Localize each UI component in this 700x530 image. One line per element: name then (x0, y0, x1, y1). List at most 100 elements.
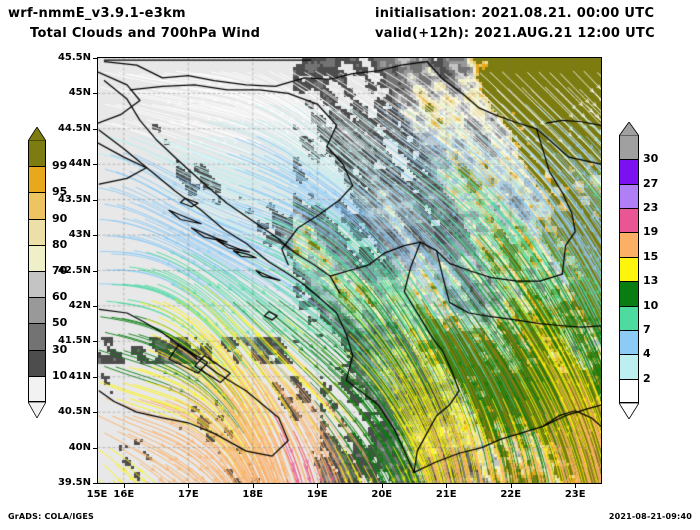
latitude-tick-label: 41N (68, 370, 91, 382)
cloud-cover-swatch (28, 192, 46, 220)
latitude-tick-label: 44.5N (57, 122, 91, 134)
wind-speed-divider (619, 256, 639, 258)
weather-map-canvas[interactable] (98, 58, 601, 483)
latitude-tick-label: 44N (68, 158, 91, 170)
wind-speed-tick-label: 10 (643, 298, 659, 312)
longitude-tick-label: 15E (86, 489, 108, 500)
latitude-tick-mark (93, 448, 98, 449)
wind-speed-tick-label: 7 (643, 322, 651, 336)
latitude-tick-mark (93, 412, 98, 413)
valid-time-label: valid(+12h): 2021.AUG.21 12:00 UTC (375, 26, 655, 41)
wind-speed-swatch (619, 354, 639, 380)
cloud-cover-tick-label: 80 (52, 237, 68, 251)
latitude-tick-label: 40.5N (57, 406, 91, 418)
wind-speed-divider (619, 329, 639, 331)
cloud-cover-tick-label: 99 (52, 159, 68, 173)
cloud-cover-divider (28, 323, 46, 325)
longitude-tick-label: 16E (113, 489, 135, 500)
wind-speed-divider (619, 208, 639, 210)
wind-speed-divider (619, 281, 639, 283)
wind-speed-swatch (619, 135, 639, 160)
longitude-tick-mark (382, 483, 383, 488)
wind-speed-divider (619, 183, 639, 185)
cloud-cover-divider (28, 166, 46, 168)
wind-speed-bottom-cap (618, 402, 640, 420)
wind-speed-divider (619, 159, 639, 161)
cloud-cover-colorbar[interactable]: 99 95 90 80 70 60 50 30 10 (27, 126, 67, 419)
latitude-tick-mark (93, 164, 98, 165)
map-plot-area[interactable] (97, 57, 602, 484)
latitude-tick-label: 43.5N (57, 193, 91, 205)
wind-speed-swatch (619, 329, 639, 355)
wind-speed-divider (619, 354, 639, 356)
latitude-tick-label: 42.5N (57, 264, 91, 276)
longitude-tick-mark (511, 483, 512, 488)
chart-header: wrf-nmmE_v3.9.1-e3km Total Clouds and 70… (0, 0, 700, 50)
latitude-tick-mark (93, 271, 98, 272)
wind-speed-swatch (619, 256, 639, 282)
model-name-label: wrf-nmmE_v3.9.1-e3km (8, 6, 186, 21)
longitude-tick-mark (124, 483, 125, 488)
latitude-tick-mark (93, 235, 98, 236)
cloud-cover-tick-label: 50 (52, 316, 68, 330)
latitude-tick-label: 40N (68, 441, 91, 453)
longitude-tick-mark (253, 483, 254, 488)
latitude-tick-mark (93, 58, 98, 59)
wind-speed-tick-label: 2 (643, 371, 651, 385)
cloud-cover-swatch (28, 271, 46, 298)
wind-speed-swatch (619, 232, 639, 258)
longitude-tick-mark (317, 483, 318, 488)
longitude-tick-label: 19E (306, 489, 328, 500)
longitude-tick-label: 23E (564, 489, 586, 500)
cloud-cover-divider (28, 297, 46, 299)
cloud-cover-divider (28, 218, 46, 220)
wind-speed-tick-label: 13 (643, 274, 659, 288)
longitude-tick-label: 21E (435, 489, 457, 500)
cloud-cover-divider (28, 349, 46, 351)
latitude-tick-label: 39.5N (57, 477, 91, 488)
wind-speed-divider (619, 378, 639, 380)
latitude-tick-mark (93, 306, 98, 307)
cloud-cover-tick-label: 10 (52, 368, 68, 382)
longitude-tick-label: 18E (242, 489, 264, 500)
wind-speed-swatch (619, 183, 639, 209)
latitude-tick-mark (93, 341, 98, 342)
wind-speed-swatch (619, 305, 639, 331)
cloud-cover-swatch (28, 297, 46, 324)
field-name-label: Total Clouds and 700hPa Wind (30, 26, 261, 41)
wind-speed-tick-label: 19 (643, 225, 659, 239)
cloud-cover-divider (28, 244, 46, 246)
wind-speed-swatch (619, 159, 639, 185)
latitude-tick-label: 45.5N (57, 52, 91, 63)
cloud-cover-divider (28, 192, 46, 194)
render-timestamp: 2021-08-21-09:40 (608, 512, 692, 521)
cloud-cover-swatch (28, 166, 46, 193)
wind-speed-colorbar[interactable]: 30 27 23 19 15 13 10 7 4 2 (618, 121, 658, 420)
latitude-tick-label: 43N (68, 229, 91, 241)
cloud-cover-tick-label: 90 (52, 211, 68, 225)
latitude-tick-mark (93, 93, 98, 94)
latitude-tick-mark (93, 483, 98, 484)
longitude-tick-mark (575, 483, 576, 488)
cloud-cover-swatch (28, 349, 46, 377)
wind-speed-swatch (619, 281, 639, 307)
wind-speed-tick-label: 27 (643, 176, 659, 190)
wind-speed-top-cap (618, 121, 640, 137)
cloud-cover-swatch (28, 244, 46, 272)
latitude-tick-label: 42N (68, 299, 91, 311)
grads-credit-label: GrADS: COLA/IGES (8, 512, 94, 521)
cloud-cover-bottom-cap (27, 401, 47, 419)
cloud-cover-tick-label: 95 (52, 185, 68, 199)
latitude-tick-label: 41.5N (57, 335, 91, 347)
cloud-cover-swatch (28, 218, 46, 246)
wind-speed-tick-label: 23 (643, 201, 659, 215)
wind-speed-divider (619, 232, 639, 234)
cloud-cover-swatch (28, 323, 46, 351)
longitude-tick-label: 22E (500, 489, 522, 500)
longitude-tick-mark (446, 483, 447, 488)
longitude-tick-label: 20E (371, 489, 393, 500)
latitude-tick-mark (93, 377, 98, 378)
cloud-cover-swatch (28, 140, 46, 167)
cloud-cover-top-cap (27, 126, 47, 142)
wind-speed-tick-label: 4 (643, 347, 651, 361)
